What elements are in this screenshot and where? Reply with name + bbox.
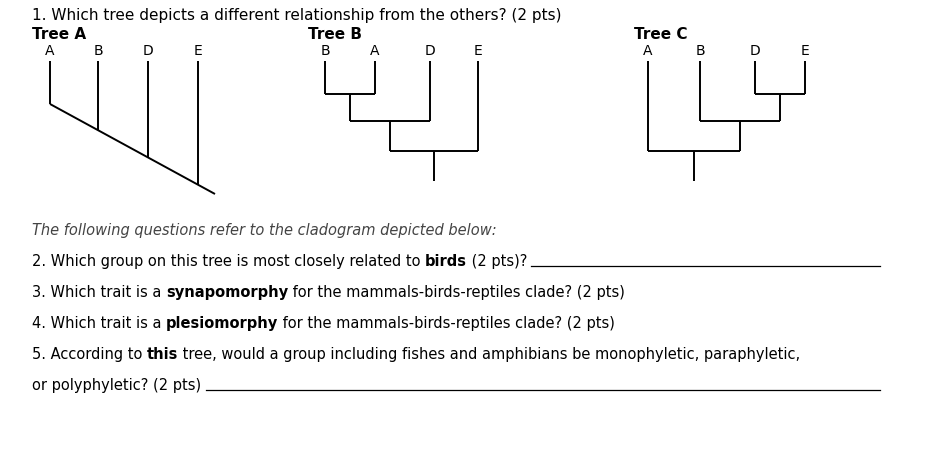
Text: A: A [45,44,55,58]
Text: A: A [643,44,653,58]
Text: Tree B: Tree B [308,27,362,42]
Text: E: E [194,44,202,58]
Text: D: D [143,44,153,58]
Text: B: B [695,44,705,58]
Text: 4. Which trait is a: 4. Which trait is a [32,315,166,330]
Text: 1. Which tree depicts a different relationship from the others? (2 pts): 1. Which tree depicts a different relati… [32,8,562,23]
Text: E: E [474,44,482,58]
Text: E: E [801,44,809,58]
Text: birds: birds [425,253,467,269]
Text: plesiomorphy: plesiomorphy [166,315,278,330]
Text: D: D [750,44,760,58]
Text: this: this [147,346,178,361]
Text: tree, would a group including fishes and amphibians be monophyletic, paraphyleti: tree, would a group including fishes and… [178,346,801,361]
Text: or polyphyletic? (2 pts): or polyphyletic? (2 pts) [32,377,206,392]
Text: B: B [320,44,330,58]
Text: D: D [425,44,436,58]
Text: Tree C: Tree C [634,27,688,42]
Text: 2. Which group on this tree is most closely related to: 2. Which group on this tree is most clos… [32,253,425,269]
Text: for the mammals-birds-reptiles clade? (2 pts): for the mammals-birds-reptiles clade? (2… [278,315,616,330]
Text: for the mammals-birds-reptiles clade? (2 pts): for the mammals-birds-reptiles clade? (2… [288,285,625,299]
Text: The following questions refer to the cladogram depicted below:: The following questions refer to the cla… [32,223,497,237]
Text: synapomorphy: synapomorphy [166,285,288,299]
Text: Tree A: Tree A [32,27,86,42]
Text: A: A [370,44,380,58]
Text: (2 pts)?: (2 pts)? [467,253,527,269]
Text: 5. According to: 5. According to [32,346,147,361]
Text: 3. Which trait is a: 3. Which trait is a [32,285,166,299]
Text: B: B [94,44,103,58]
